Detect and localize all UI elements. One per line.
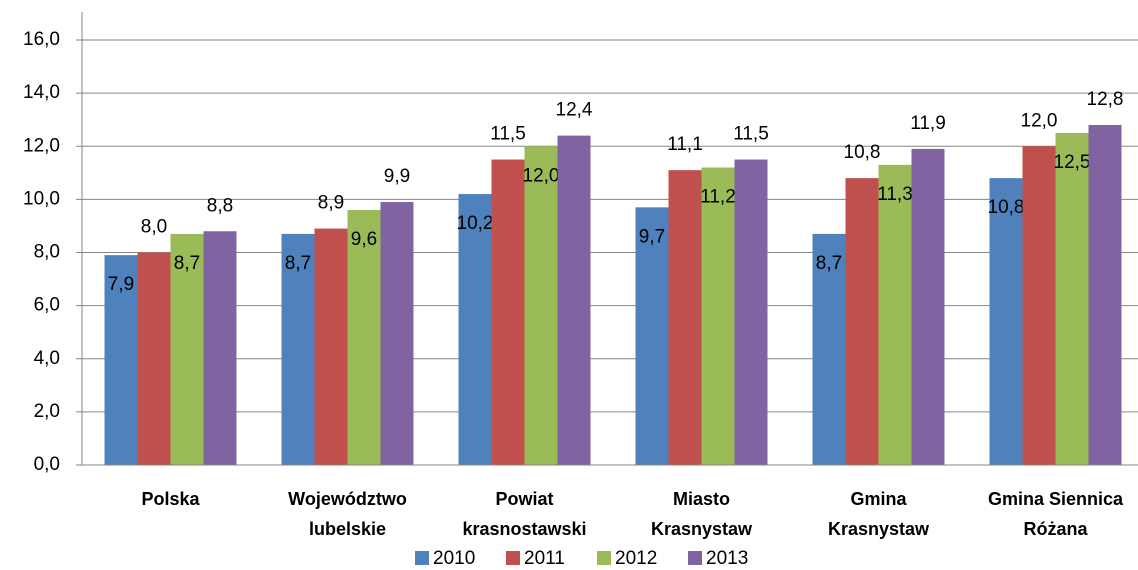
legend-label: 2010 [433,548,475,569]
bar [281,233,315,465]
y-tick-label: 8,0 [34,242,60,263]
legend-label: 2013 [706,548,748,569]
data-label: 11,2 [700,187,736,208]
bar [203,231,237,465]
data-label: 8,9 [318,193,344,214]
legend-swatch [506,551,520,565]
x-tick-label: Różana [1023,519,1088,539]
bar [878,164,912,465]
y-tick-label: 6,0 [34,295,60,316]
x-tick-label: Miasto [673,489,730,509]
x-tick-label: krasnostawski [462,519,586,539]
x-tick-label: Polska [141,489,200,509]
data-label: 7,9 [108,274,134,295]
x-tick-label: Krasnystaw [651,519,753,539]
bar [458,194,492,465]
data-label: 10,8 [844,142,881,163]
bar [911,148,945,465]
legend-swatch [415,551,429,565]
y-tick-label: 14,0 [23,82,60,103]
data-label: 12,5 [1054,152,1091,173]
bar [668,170,702,465]
y-tick-label: 0,0 [34,454,60,475]
bar [1088,125,1122,465]
bar [812,233,846,465]
data-label: 11,5 [490,124,526,145]
bar [557,135,591,465]
y-tick-label: 12,0 [23,135,60,156]
data-label: 9,9 [384,166,410,187]
bar [524,146,558,465]
bar [491,159,525,465]
data-label: 10,2 [457,213,494,234]
data-label: 12,4 [556,100,593,121]
legend-swatch [597,551,611,565]
bar [347,210,381,465]
data-label: 8,7 [285,253,311,274]
data-label: 9,6 [351,229,377,250]
data-label: 11,1 [667,134,703,155]
data-label: 8,7 [816,253,842,274]
x-tick-label: Gmina [850,489,907,509]
bar [1022,146,1056,465]
y-tick-label: 2,0 [34,401,60,422]
data-label: 12,0 [1021,110,1058,131]
data-label: 11,9 [910,113,946,134]
bar [701,167,735,465]
y-tick-label: 4,0 [34,348,60,369]
bar [380,202,414,465]
bar [635,207,669,465]
y-tick-label: 10,0 [23,188,60,209]
bar [314,228,348,465]
x-tick-label: Gmina Siennica [988,489,1124,509]
data-label: 11,3 [877,184,913,205]
data-label: 11,5 [733,124,769,145]
bar [137,252,171,465]
data-label: 8,0 [141,217,167,238]
data-label: 12,0 [523,165,560,186]
x-tick-label: Województwo [288,489,407,509]
bar [104,255,138,465]
bar [989,178,1023,465]
bar [845,178,879,465]
legend-swatch [688,551,702,565]
x-tick-label: lubelskie [309,519,386,539]
legend-label: 2011 [524,548,565,569]
data-label: 8,7 [174,253,200,274]
data-label: 8,8 [207,195,233,216]
y-tick-label: 16,0 [23,29,60,50]
bar [1055,132,1089,465]
data-label: 12,8 [1087,89,1124,110]
data-label: 10,8 [988,197,1025,218]
data-label: 9,7 [639,226,665,247]
x-tick-label: Powiat [495,489,553,509]
x-tick-label: Krasnystaw [828,519,930,539]
bar [170,233,204,465]
bar [734,159,768,465]
legend-label: 2012 [615,548,657,569]
